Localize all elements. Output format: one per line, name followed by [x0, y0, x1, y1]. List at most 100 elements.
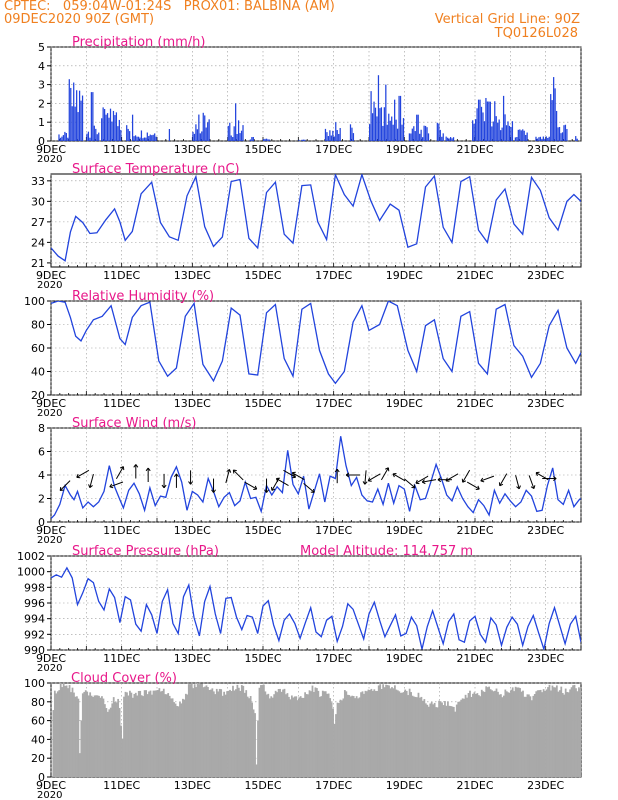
cloud-cover-bar — [389, 688, 392, 777]
cloud-cover-bar — [145, 690, 147, 777]
cloud-cover-bar — [538, 690, 541, 777]
cloud-cover-bar — [505, 691, 508, 777]
cloud-cover-bar — [553, 687, 555, 777]
precip-bar — [93, 125, 95, 141]
wind-direction-arrow — [145, 467, 151, 482]
wind-direction-arrow — [461, 469, 471, 483]
precip-bar — [445, 136, 447, 141]
precip-bar — [492, 121, 494, 141]
wind-direction-arrow — [264, 478, 269, 493]
precip-bar — [134, 135, 137, 141]
precip-bar — [131, 114, 134, 141]
surface-temperature-xtick-label: 21DEC — [456, 269, 493, 282]
relative-humidity-xtick-label: 21DEC — [456, 397, 493, 410]
precip-bar — [488, 101, 490, 141]
surface-pressure-xtick-label: 23DEC — [527, 652, 564, 665]
precip-bar — [547, 137, 549, 141]
cloud-cover-bar — [401, 692, 404, 777]
cloud-cover-bar — [129, 690, 131, 777]
precip-bar — [332, 130, 334, 141]
precip-bar — [566, 128, 568, 141]
cloud-cover-bar — [507, 692, 510, 777]
cloud-cover-bar — [279, 688, 281, 777]
precip-bar — [516, 137, 518, 141]
cloud-cover-bar — [267, 693, 270, 777]
precip-bar — [539, 136, 542, 141]
precip-bar — [408, 133, 411, 141]
cloud-cover-ytick-label: 20 — [31, 752, 45, 765]
cloud-cover-bar — [68, 685, 71, 777]
precip-bar — [154, 133, 156, 141]
precip-bar — [302, 139, 305, 141]
cloud-cover-bar — [115, 702, 118, 777]
precip-bar — [137, 136, 140, 141]
cloud-cover-bar — [466, 697, 468, 777]
cloud-cover-bar — [411, 695, 414, 777]
cloud-cover-bar — [120, 725, 122, 777]
precip-bar — [349, 124, 352, 141]
cloud-cover-bar — [321, 690, 324, 777]
cloud-cover-bar — [106, 711, 109, 777]
cloud-cover-bar — [249, 696, 252, 777]
wind-direction-arrow — [421, 479, 437, 485]
precip-bar — [575, 136, 577, 141]
cloud-cover-bar — [310, 691, 312, 777]
surface-pressure-xtick-label: 17DEC — [315, 652, 352, 665]
surface-temperature-xtick-label: 9DEC — [36, 269, 66, 282]
precip-bar — [501, 127, 503, 141]
cloud-cover-bar — [307, 694, 309, 777]
surface-pressure-ytick-label: 998 — [24, 581, 45, 594]
precipitation-ytick-label: 3 — [38, 79, 45, 92]
cloud-cover-bar — [523, 696, 526, 777]
precip-bar — [333, 136, 335, 141]
cloud-cover-bar — [290, 695, 293, 777]
surface-temperature-xtick-label: 15DEC — [244, 269, 281, 282]
precip-bar — [145, 137, 147, 141]
cloud-cover-bar — [89, 692, 92, 777]
wind-direction-arrow — [380, 467, 390, 481]
cloud-cover-bar — [182, 698, 184, 777]
cloud-cover-bar — [486, 687, 489, 777]
cloud-cover-bar — [470, 696, 473, 777]
cloud-cover-bar — [148, 691, 150, 777]
surface-temperature-year-label: 2020 — [37, 280, 62, 291]
precip-bar — [233, 126, 235, 141]
surface-pressure-line — [51, 566, 581, 650]
cloud-cover-bar — [161, 690, 164, 777]
surface-wind-xtick-label: 21DEC — [456, 524, 493, 537]
precip-bar — [517, 129, 519, 141]
cloud-cover-bar — [118, 708, 121, 777]
precip-bar — [195, 124, 197, 141]
cloud-cover-bar — [557, 691, 560, 777]
relative-humidity-xtick-label: 23DEC — [527, 397, 564, 410]
cloud-cover-bar — [510, 689, 513, 777]
cloud-cover-bar — [469, 690, 471, 777]
cloud-cover-bar — [98, 695, 100, 777]
surface-pressure-ytick-label: 996 — [24, 597, 45, 610]
cloud-cover-xtick-label: 17DEC — [315, 779, 352, 792]
wind-direction-arrow — [59, 480, 71, 492]
precip-bar — [114, 115, 116, 141]
cloud-cover-bar — [243, 692, 246, 777]
cloud-cover-bar — [529, 696, 532, 777]
precip-bar — [551, 100, 553, 141]
cloud-cover-bar — [497, 691, 499, 777]
precip-bar — [382, 125, 384, 141]
precip-bar — [62, 135, 65, 141]
cloud-cover-bar — [514, 686, 517, 777]
precip-bar — [77, 112, 79, 141]
cloud-cover-chart: 0 20 40 60 80 100 9DEC 11DEC 13DEC 15DEC 17DEC 19DE… — [24, 671, 582, 800]
cloud-cover-bar — [183, 699, 186, 777]
cloud-cover-bar — [385, 684, 387, 777]
cloud-cover-bar — [494, 690, 496, 777]
cloud-cover-bar — [142, 696, 145, 777]
cloud-cover-bar — [472, 693, 474, 777]
cloud-cover-bar — [326, 693, 329, 777]
cloud-cover-data — [52, 683, 581, 777]
surface-temperature-frame — [50, 173, 582, 268]
cloud-cover-bar — [500, 694, 502, 777]
precip-bar — [535, 136, 537, 141]
cloud-cover-bar — [83, 691, 86, 777]
cloud-cover-bar — [235, 689, 237, 777]
cloud-cover-bar — [323, 691, 326, 777]
